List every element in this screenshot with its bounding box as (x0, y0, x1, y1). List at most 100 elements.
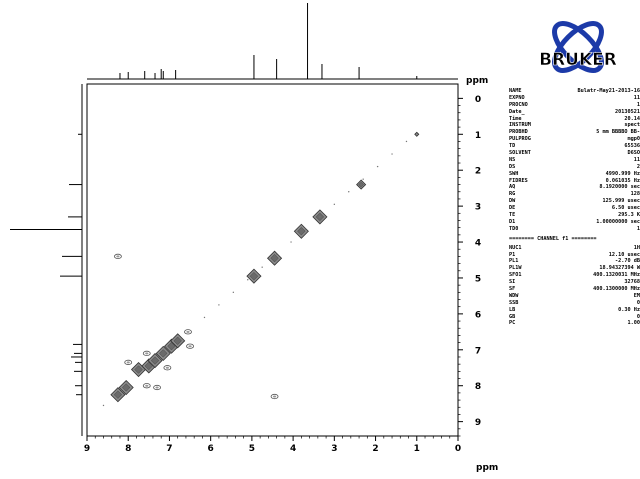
parameter-name: P1 (509, 251, 516, 258)
x-tick-label: 2 (372, 444, 378, 454)
parameter-row: PROCNO 1 (509, 102, 640, 109)
parameter-name: RG (509, 191, 516, 198)
x-axis-unit: ppm (476, 463, 498, 473)
parameter-name: SFO1 (509, 272, 522, 279)
acquisition-parameters: NAME Bulatr-May21-2013-16 EXPNO 11 PROCNO 1 Da… (509, 88, 640, 327)
parameter-value: 20130521 (615, 108, 640, 115)
parameter-value: 32768 (624, 279, 640, 286)
noise-dot (247, 279, 249, 281)
noise-dot (333, 203, 336, 206)
diagonal-peak-core (121, 383, 131, 392)
parameter-row: PULPROG mgp0 (509, 136, 640, 143)
parameter-name: LB (509, 306, 516, 313)
parameter-row: SWH 4990.999 Hz (509, 171, 640, 178)
parameter-row: TD 65536 (509, 143, 640, 150)
parameter-row: Date_ 20130521 (509, 109, 640, 116)
parameter-value: 1.00000000 sec (596, 218, 640, 225)
noise-dot (391, 153, 393, 155)
y-axis-ticks: 0 1 2 3 4 5 6 7 8 9 (458, 95, 481, 437)
parameter-row: PROBHD 5 mm BBBBO BB- (509, 129, 640, 136)
parameter-name: NUC1 (509, 244, 522, 251)
y-axis-unit: ppm (466, 76, 488, 86)
parameter-row: P1 12.10 usec (509, 252, 640, 259)
parameter-name: SI (509, 279, 516, 286)
parameter-value: 6.50 usec (611, 205, 640, 212)
parameter-name: DS (509, 163, 516, 170)
parameter-row: WDW EM (509, 293, 640, 300)
x-tick-label: 1 (414, 444, 420, 454)
diagonal-peak (414, 131, 420, 137)
parameter-value: 1 (636, 101, 640, 108)
parameter-row: PL1W 18.94327394 W (509, 265, 640, 272)
noise-dot (275, 253, 278, 256)
parameter-row: NUC1 1H (509, 245, 640, 252)
cross-peak (142, 350, 151, 356)
cross-peak-core (186, 330, 190, 333)
x-tick-label: 0 (455, 444, 461, 454)
cross-peak-core (155, 386, 159, 389)
cross-peak-core (116, 255, 120, 258)
channel-separator: ======== CHANNEL f1 ======== (509, 235, 597, 242)
parameter-value: 0 (636, 299, 640, 306)
parameter-value: 125.999 usec (602, 198, 640, 205)
cross-peak-core (126, 361, 130, 364)
parameter-value: -2.70 dB (615, 258, 640, 265)
x-axis-ticks: 9 8 7 6 5 4 3 2 1 0 (84, 436, 461, 454)
cross-peaks (114, 253, 279, 400)
parameter-row: DS 2 (509, 164, 640, 171)
x-tick-label: 5 (249, 444, 255, 454)
parameter-row: SSB 0 (509, 300, 640, 307)
parameter-row: SFO1 400.1320031 MHz (509, 272, 640, 279)
y-tick-label: 5 (475, 274, 481, 284)
y-tick-label: 8 (475, 382, 481, 392)
parameter-value: 18.94327394 W (599, 265, 640, 272)
parameter-value: 4990.999 Hz (605, 170, 640, 177)
parameter-value: 1H (633, 244, 640, 251)
noise-dot (376, 165, 379, 168)
parameter-row: TE 295.3 K (509, 212, 640, 219)
x-tick-label: 4 (290, 444, 296, 454)
x-tick-label: 6 (208, 444, 214, 454)
cross-peak (142, 383, 151, 389)
parameter-row: DW 125.999 usec (509, 198, 640, 205)
parameter-value: 5 mm BBBBO BB- (596, 129, 640, 136)
parameter-value: 65536 (624, 143, 640, 150)
parameter-name: AQ (509, 184, 516, 191)
parameter-value: 0.061035 Hz (605, 177, 640, 184)
diagonal-peak-core (167, 342, 176, 351)
noise-dot (232, 291, 235, 294)
noise-dot (261, 266, 263, 268)
parameter-row: D1 1.00000000 sec (509, 219, 640, 226)
y-tick-label: 7 (475, 346, 481, 356)
parameter-name: NAME (509, 88, 522, 94)
parameter-value: EM (633, 292, 640, 299)
parameter-row: PL1 -2.70 dB (509, 258, 640, 265)
parameter-list: NAME Bulatr-May21-2013-16 EXPNO 11 PROCNO 1 Da… (509, 88, 640, 233)
parameter-name: TD0 (509, 225, 519, 232)
x-tick-label: 9 (84, 444, 90, 454)
parameter-name: PULPROG (509, 136, 531, 143)
parameter-value: mgp0 (627, 136, 640, 143)
parameter-value: 8.1920000 sec (599, 184, 640, 191)
channel-parameter-list: NUC1 1H P1 12.10 usec PL1 -2.70 dB PL1W 18.9432… (509, 245, 640, 328)
diagonal-peak-core (150, 356, 160, 365)
top-projection (119, 3, 418, 79)
parameter-name: FIDRES (509, 177, 528, 184)
parameter-row: LB 0.30 Hz (509, 307, 640, 314)
parameter-name: EXPNO (509, 94, 525, 101)
parameter-value: 12.10 usec (608, 251, 640, 258)
parameter-name: SF (509, 285, 516, 292)
parameter-value: 11 (633, 156, 640, 163)
parameter-value: 2 (636, 163, 640, 170)
parameter-row: EXPNO 11 (509, 95, 640, 102)
cross-peak (114, 253, 122, 260)
parameter-row: AQ 8.1920000 sec (509, 184, 640, 191)
y-tick-label: 2 (475, 167, 481, 177)
parameter-name: SSB (509, 299, 519, 306)
parameter-name: PL1W (509, 265, 522, 272)
parameter-row: NAME Bulatr-May21-2013-16 (509, 88, 640, 95)
parameter-name: INSTRUM (509, 122, 531, 129)
left-projection (10, 133, 82, 396)
noise-dot (362, 178, 364, 180)
